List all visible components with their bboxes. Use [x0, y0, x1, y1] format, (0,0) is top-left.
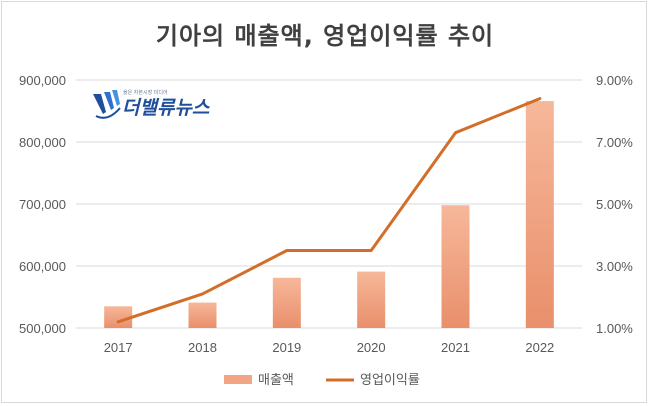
x-axis: 2017 2018 2019 2020 2021 2022: [104, 340, 555, 355]
logo: 옳은 자본시장 미디어 더밸류뉴스: [93, 89, 211, 119]
chart-title: 기아의 매출액, 영업이익률 추이: [155, 22, 495, 50]
x-tick-label: 2022: [525, 340, 554, 355]
y-axis-right: 1.00% 3.00% 5.00% 7.00% 9.00%: [596, 73, 633, 336]
y-axis-left: 500,000 600,000 700,000 800,000 900,000: [19, 73, 66, 336]
y-right-tick-label: 7.00%: [596, 135, 633, 150]
legend-label-margin: 영업이익률: [360, 373, 420, 388]
bar-revenue: [104, 306, 133, 328]
bar-revenue: [441, 205, 470, 328]
x-tick-label: 2020: [357, 340, 386, 355]
y-left-tick-label: 600,000: [19, 259, 66, 274]
x-tick-label: 2019: [272, 340, 301, 355]
gridlines: [76, 79, 582, 329]
logo-mark-icon: [93, 90, 121, 119]
y-right-tick-label: 3.00%: [596, 259, 633, 274]
y-right-tick-label: 1.00%: [596, 321, 633, 336]
y-left-tick-label: 500,000: [19, 321, 66, 336]
y-right-tick-label: 5.00%: [596, 197, 633, 212]
y-left-tick-label: 900,000: [19, 73, 66, 88]
x-tick-label: 2017: [104, 340, 133, 355]
bar-revenue: [525, 101, 554, 328]
logo-wordmark: 더밸류뉴스: [122, 97, 211, 119]
bar-revenue: [188, 302, 217, 328]
legend-swatch-bar: [224, 375, 252, 384]
bar-revenue: [357, 271, 386, 328]
x-tick-label: 2021: [441, 340, 470, 355]
x-tick-label: 2018: [188, 340, 217, 355]
line-operating-margin: [116, 97, 542, 324]
line-series: [116, 97, 542, 324]
y-left-tick-label: 800,000: [19, 135, 66, 150]
legend: 매출액 영업이익률: [224, 373, 420, 388]
y-left-tick-label: 700,000: [19, 197, 66, 212]
bar-revenue: [272, 277, 301, 328]
bar-series: [104, 101, 554, 328]
y-right-tick-label: 9.00%: [596, 73, 633, 88]
logo-tagline: 옳은 자본시장 미디어: [123, 89, 168, 96]
legend-label-revenue: 매출액: [258, 373, 294, 388]
